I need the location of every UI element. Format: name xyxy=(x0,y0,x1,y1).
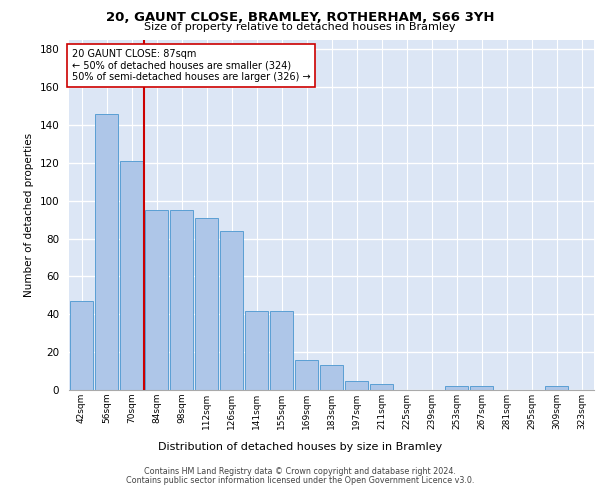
Text: Contains public sector information licensed under the Open Government Licence v3: Contains public sector information licen… xyxy=(126,476,474,485)
Bar xyxy=(345,380,368,390)
Bar xyxy=(370,384,393,390)
Text: Contains HM Land Registry data © Crown copyright and database right 2024.: Contains HM Land Registry data © Crown c… xyxy=(144,468,456,476)
Bar xyxy=(195,218,218,390)
Bar xyxy=(320,366,343,390)
Text: Distribution of detached houses by size in Bramley: Distribution of detached houses by size … xyxy=(158,442,442,452)
Bar xyxy=(470,386,493,390)
Text: Size of property relative to detached houses in Bramley: Size of property relative to detached ho… xyxy=(144,22,456,32)
Bar xyxy=(545,386,568,390)
Bar xyxy=(95,114,118,390)
Bar xyxy=(170,210,193,390)
Text: 20 GAUNT CLOSE: 87sqm
← 50% of detached houses are smaller (324)
50% of semi-det: 20 GAUNT CLOSE: 87sqm ← 50% of detached … xyxy=(71,49,310,82)
Bar xyxy=(70,301,93,390)
Bar xyxy=(220,231,243,390)
Bar xyxy=(295,360,318,390)
Bar xyxy=(145,210,168,390)
Bar xyxy=(445,386,468,390)
Bar xyxy=(245,310,268,390)
Y-axis label: Number of detached properties: Number of detached properties xyxy=(24,133,34,297)
Text: 20, GAUNT CLOSE, BRAMLEY, ROTHERHAM, S66 3YH: 20, GAUNT CLOSE, BRAMLEY, ROTHERHAM, S66… xyxy=(106,11,494,24)
Bar xyxy=(120,161,143,390)
Bar xyxy=(270,310,293,390)
